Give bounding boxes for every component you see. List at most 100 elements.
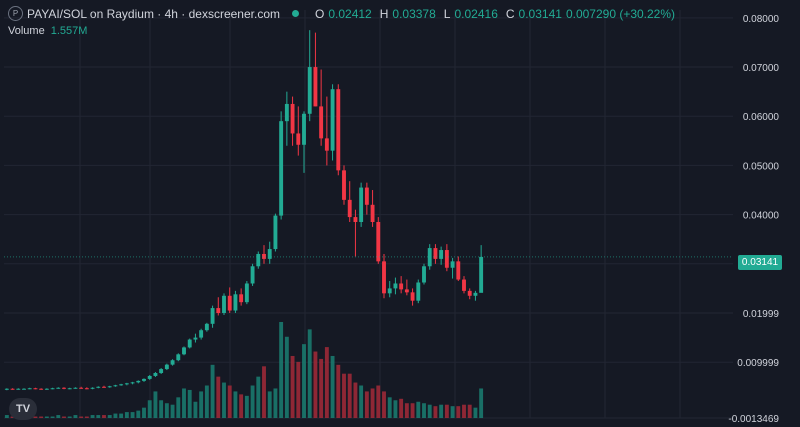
candle-body [73,387,78,389]
ohlc-open-value: 0.02412 [328,6,372,21]
volume-bar [302,344,306,418]
grid-lines [4,10,733,419]
candle-body [182,347,186,355]
candle-body [273,215,278,250]
volume-bar [199,391,204,418]
volume-bar [353,382,358,418]
candle-body [204,323,209,331]
volume-bar [313,351,318,418]
candle-body [427,248,432,267]
volume-bar [444,404,449,418]
ohlc-change-value: 0.007290 (+30.22%) [565,6,676,21]
volume-bar [347,373,352,418]
candle-body [199,330,204,338]
tradingview-logo-icon[interactable]: TV [9,398,37,420]
volume-bar [324,347,329,418]
volume-bar [130,412,135,418]
candle-body [153,373,158,376]
candle-body [284,103,289,122]
candle-body [22,388,26,390]
volume-bar [456,406,461,418]
candle-body [84,388,89,390]
volume-bar [359,385,364,418]
volume-bar [370,388,375,418]
volume-bar [473,407,478,418]
candle-body [136,380,141,383]
candle-body [33,388,38,390]
volume-bar [107,415,112,418]
volume-bar [90,415,95,418]
y-tick-label: 0.05000 [743,161,780,172]
volume-bar [364,391,369,418]
volume-bar [319,358,324,418]
volume-bar [227,385,232,418]
volume-legend: Volume 1.557M [8,25,87,37]
candle-body [399,283,404,290]
volume-bar [427,404,432,418]
candle-body [233,294,238,311]
candle-body [279,121,284,216]
volume-bar [410,403,415,418]
volume-bar [439,404,444,418]
candle-body [433,248,438,259]
candle-body [96,386,101,388]
volume-bar [153,391,158,418]
volume-bar [307,329,312,418]
volume-bar [279,322,284,418]
volume-bar [296,361,301,418]
ohlc-low-value: 0.02416 [454,6,498,21]
volume-label: Volume [8,25,45,37]
candle-body [256,253,261,267]
candle-body [359,187,364,223]
volume-bar [50,416,55,418]
volume-bar [239,394,244,418]
candle-body [342,170,346,200]
candle-body [324,138,329,151]
candle-body [56,387,61,389]
volume-bar [73,415,78,418]
volume-bar [84,416,89,418]
candle-body [147,375,152,379]
volume-bar [124,412,129,418]
volume-bar [193,401,198,418]
volume-bar [102,415,106,418]
volume-bar [4,415,9,418]
candle-body [347,199,352,218]
candle-body [119,384,124,386]
candle-body [473,292,478,296]
y-tick-label: 0.01999 [743,309,780,320]
volume-bar [176,397,181,418]
candle-body [467,290,472,296]
candle-body [296,133,301,145]
volume-bar [399,398,404,418]
volume-value: 1.557M [50,25,88,37]
y-tick-label: 0.06000 [743,112,780,123]
candle-body [364,187,369,205]
y-tick-label: -0.0013469 [728,414,779,425]
ohlc-high-value: 0.03378 [392,6,436,21]
volume-bar [142,407,146,418]
volume-bar [216,376,221,418]
volume-bar [44,416,49,418]
ohlc-high-label: H [379,6,389,21]
volume-bar [147,400,152,418]
candle-body [353,217,358,223]
candle-body [387,288,392,294]
candle-body [382,261,386,294]
candle-body [79,387,84,389]
volume-bar [67,416,72,418]
candle-body [307,67,312,114]
volume-bar [479,388,484,418]
candle-body [267,249,272,259]
volume-bar [330,355,335,418]
volume-bar [136,410,141,418]
candle-body [193,337,198,340]
candle-body [227,295,232,311]
volume-bar [33,416,38,418]
symbol-icon[interactable]: P [8,6,23,21]
candle-body [10,388,15,390]
volume-bar [113,413,118,418]
y-tick-label: 0.08000 [743,14,780,25]
candle-body [444,250,449,268]
